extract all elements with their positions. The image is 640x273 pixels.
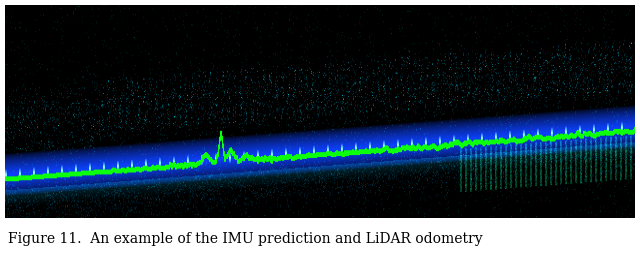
Text: Figure 11.  An example of the IMU prediction and LiDAR odometry: Figure 11. An example of the IMU predict… bbox=[8, 232, 483, 246]
